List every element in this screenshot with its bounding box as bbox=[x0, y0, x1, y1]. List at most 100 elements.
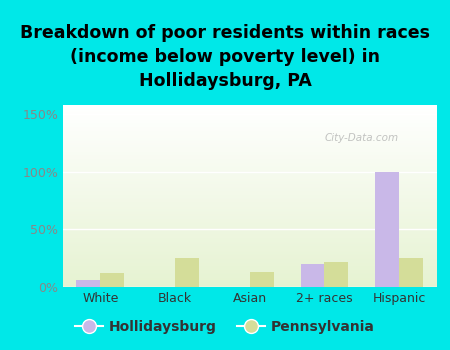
Bar bbox=[63, 275, 436, 276]
Bar bbox=[63, 277, 436, 278]
Bar bbox=[63, 182, 436, 183]
Bar bbox=[63, 284, 436, 285]
Bar bbox=[63, 135, 436, 136]
Bar bbox=[63, 176, 436, 177]
Bar bbox=[63, 173, 436, 174]
Bar bbox=[63, 197, 436, 198]
Bar bbox=[63, 280, 436, 281]
Bar bbox=[63, 217, 436, 218]
Bar bbox=[63, 156, 436, 157]
Bar bbox=[63, 114, 436, 115]
Bar bbox=[250, 272, 274, 287]
Bar bbox=[63, 265, 436, 266]
Bar bbox=[63, 243, 436, 244]
Bar bbox=[63, 125, 436, 126]
Bar bbox=[63, 180, 436, 181]
Bar bbox=[63, 281, 436, 282]
Bar bbox=[63, 286, 436, 287]
Bar bbox=[63, 111, 436, 112]
Bar bbox=[63, 227, 436, 228]
Bar bbox=[63, 208, 436, 209]
Bar bbox=[63, 260, 436, 261]
Bar bbox=[63, 195, 436, 196]
Bar bbox=[63, 268, 436, 269]
Bar bbox=[63, 131, 436, 132]
Bar bbox=[63, 126, 436, 127]
Bar bbox=[63, 128, 436, 129]
Text: Breakdown of poor residents within races
(income below poverty level) in
Hollida: Breakdown of poor residents within races… bbox=[20, 25, 430, 90]
Text: City-Data.com: City-Data.com bbox=[324, 133, 399, 143]
Bar bbox=[63, 216, 436, 217]
Bar bbox=[63, 185, 436, 186]
Bar bbox=[63, 225, 436, 226]
Bar bbox=[63, 230, 436, 231]
Bar bbox=[63, 189, 436, 190]
Bar bbox=[63, 215, 436, 216]
Bar bbox=[63, 107, 436, 108]
Bar bbox=[63, 153, 436, 154]
Bar bbox=[63, 254, 436, 255]
Bar bbox=[63, 129, 436, 130]
Bar bbox=[63, 233, 436, 234]
Bar bbox=[63, 116, 436, 117]
Bar bbox=[63, 218, 436, 219]
Bar bbox=[63, 228, 436, 229]
Bar bbox=[63, 162, 436, 163]
Bar bbox=[63, 285, 436, 286]
Bar bbox=[63, 169, 436, 170]
Bar bbox=[63, 141, 436, 142]
Bar bbox=[63, 134, 436, 135]
Bar bbox=[63, 106, 436, 107]
Bar bbox=[63, 154, 436, 155]
Bar bbox=[63, 193, 436, 194]
Bar bbox=[63, 262, 436, 263]
Bar bbox=[63, 234, 436, 235]
Bar bbox=[63, 224, 436, 225]
Bar bbox=[63, 105, 436, 106]
Bar bbox=[63, 115, 436, 116]
Bar bbox=[63, 143, 436, 144]
Bar bbox=[63, 178, 436, 179]
Bar bbox=[63, 110, 436, 111]
Bar bbox=[63, 209, 436, 210]
Bar bbox=[63, 232, 436, 233]
Bar bbox=[63, 206, 436, 207]
Bar bbox=[399, 258, 423, 287]
Bar bbox=[63, 196, 436, 197]
Bar bbox=[63, 278, 436, 279]
Bar bbox=[63, 205, 436, 206]
Bar bbox=[63, 235, 436, 236]
Bar bbox=[63, 157, 436, 158]
Bar bbox=[63, 246, 436, 247]
Bar bbox=[63, 213, 436, 214]
Bar bbox=[63, 207, 436, 208]
Bar bbox=[301, 264, 324, 287]
Bar bbox=[63, 136, 436, 137]
Bar bbox=[63, 127, 436, 128]
Bar bbox=[63, 161, 436, 162]
Bar bbox=[63, 133, 436, 134]
Bar bbox=[63, 231, 436, 232]
Bar bbox=[63, 259, 436, 260]
Bar bbox=[63, 150, 436, 152]
Bar bbox=[63, 261, 436, 262]
Bar bbox=[63, 274, 436, 275]
Bar bbox=[63, 190, 436, 191]
Bar bbox=[63, 279, 436, 280]
Bar bbox=[63, 249, 436, 250]
Bar bbox=[63, 188, 436, 189]
Bar bbox=[175, 258, 199, 287]
Bar bbox=[63, 270, 436, 271]
Bar bbox=[63, 113, 436, 114]
Bar bbox=[63, 263, 436, 264]
Bar bbox=[63, 223, 436, 224]
Bar bbox=[63, 245, 436, 246]
Bar bbox=[63, 250, 436, 251]
Bar bbox=[63, 139, 436, 140]
Bar bbox=[63, 140, 436, 141]
Bar bbox=[63, 187, 436, 188]
Bar bbox=[63, 165, 436, 166]
Bar bbox=[63, 256, 436, 257]
Bar bbox=[63, 164, 436, 165]
Bar bbox=[63, 210, 436, 211]
